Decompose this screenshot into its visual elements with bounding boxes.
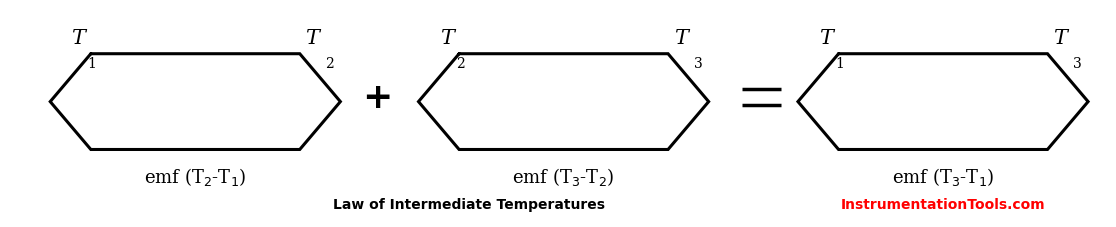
Text: T: T — [819, 29, 833, 48]
Text: 2: 2 — [455, 57, 464, 71]
Text: T: T — [440, 29, 453, 48]
Text: 2: 2 — [326, 57, 334, 71]
Text: emf (T$_2$-T$_1$): emf (T$_2$-T$_1$) — [144, 166, 247, 188]
Text: emf (T$_3$-T$_2$): emf (T$_3$-T$_2$) — [512, 166, 615, 188]
Text: 3: 3 — [694, 57, 702, 71]
Text: emf (T$_3$-T$_1$): emf (T$_3$-T$_1$) — [892, 166, 994, 188]
Text: T: T — [1054, 29, 1067, 48]
Text: T: T — [71, 29, 85, 48]
Text: Law of Intermediate Temperatures: Law of Intermediate Temperatures — [333, 197, 605, 211]
Text: 3: 3 — [1074, 57, 1081, 71]
Text: +: + — [362, 81, 393, 115]
Text: T: T — [674, 29, 687, 48]
Text: 1: 1 — [87, 57, 96, 71]
Text: 1: 1 — [835, 57, 844, 71]
Text: InstrumentationTools.com: InstrumentationTools.com — [840, 197, 1046, 211]
Text: T: T — [306, 29, 319, 48]
